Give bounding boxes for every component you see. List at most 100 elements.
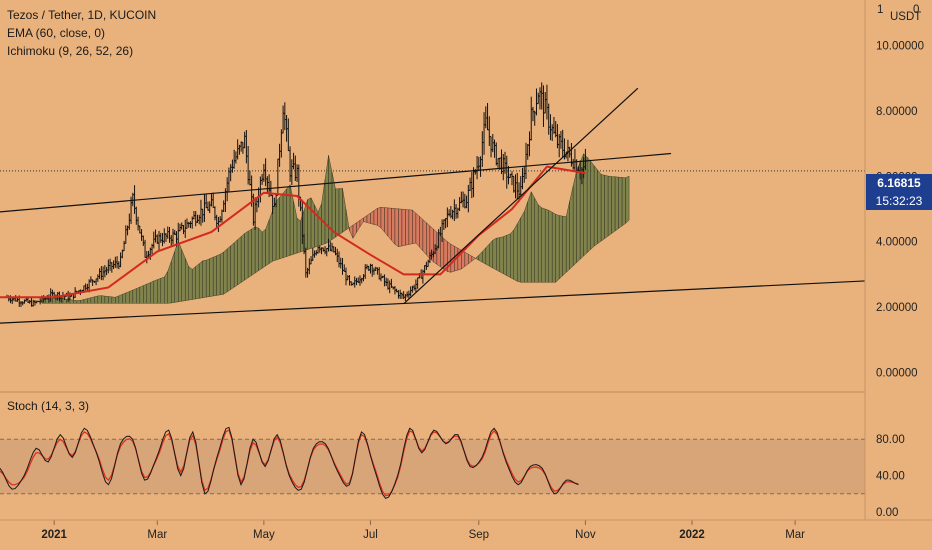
cloud-segment [219, 251, 224, 296]
cloud-segment [538, 204, 542, 283]
cloud-segment [586, 156, 591, 254]
cloud-segment [373, 207, 378, 226]
ichimoku-legend[interactable]: Ichimoku (9, 26, 52, 26) [7, 44, 134, 58]
cloud-segment [597, 169, 602, 245]
cloud-segment [394, 208, 399, 248]
cloud-segment [545, 208, 549, 283]
cloud-segment [129, 289, 134, 304]
cloud-segment [139, 285, 144, 304]
time-tick-label: May [253, 529, 275, 541]
time-tick-label: Jul [363, 529, 378, 541]
cloud-segment [261, 228, 266, 269]
cloud-segment [104, 295, 109, 304]
cloud-segment [338, 188, 343, 236]
cloud-segment [293, 201, 298, 255]
cloud-segment [475, 254, 480, 261]
time-tick-label: Sep [469, 529, 489, 541]
symbol-title[interactable]: Tezos / Tether, 1D, KUCOIN [7, 8, 157, 22]
cloud-segment [268, 210, 273, 264]
cloud-segment [552, 211, 556, 283]
stoch-tick-label: 0.00 [876, 507, 898, 519]
stoch-legend[interactable]: Stoch (14, 3, 3) [7, 397, 89, 415]
ema-line [0, 165, 586, 299]
cloud-segment [471, 255, 476, 262]
cloud-segment [296, 217, 301, 254]
cloud-segment [426, 222, 431, 260]
cloud-segment [150, 280, 154, 304]
cloud-segment [408, 209, 413, 245]
scale-marker[interactable]: 1 [877, 4, 883, 16]
stoch-band [0, 439, 865, 494]
cloud-segment [482, 247, 486, 265]
cloud-segment [181, 249, 186, 302]
cloud-segment [503, 234, 507, 276]
cloud-segment [125, 291, 130, 304]
grid [0, 170, 865, 495]
time-tick-label: Mar [147, 529, 167, 541]
cloud-segment [342, 188, 347, 233]
cloud-segment [380, 207, 385, 233]
ema-series [0, 165, 586, 299]
cloud-segment [548, 209, 553, 283]
last-price-tag: 6.16815 [866, 174, 932, 192]
cloud-segment [527, 191, 532, 283]
cloud-segment [345, 209, 350, 231]
cloud-segment [87, 297, 92, 304]
time-tick-label: 2022 [679, 529, 705, 541]
cloud-segment [73, 299, 78, 304]
cloud-segment [80, 299, 85, 304]
cloud-segment [247, 228, 252, 279]
cloud-segment [607, 175, 612, 237]
cloud-segment [496, 237, 500, 273]
cloud-segment [401, 208, 406, 247]
currency-label: USDT [890, 11, 921, 23]
cloud-segment [572, 170, 577, 267]
cloud-segment [157, 278, 161, 304]
cloud-segment [90, 296, 95, 304]
cloud-segment [531, 191, 535, 283]
cloud-segment [122, 292, 127, 304]
cloud-segment [524, 201, 528, 283]
time-tick-label: 2021 [41, 529, 67, 541]
cloud-segment [541, 207, 546, 283]
price-tick-label: 8.00000 [876, 106, 918, 118]
cloud-segment [143, 283, 147, 304]
cloud-segment [562, 215, 567, 277]
cloud-segment [136, 286, 140, 304]
cloud-segment [192, 266, 196, 300]
cloud-segment [303, 199, 308, 252]
cloud-segment [625, 175, 630, 224]
cloud-segment [275, 196, 280, 261]
cloud-segment [164, 270, 168, 304]
cloud-segment [370, 210, 375, 225]
cloud-segment [83, 298, 88, 304]
cloud-segment [101, 295, 106, 304]
cloud-segment [576, 162, 581, 264]
trendlines[interactable] [0, 87, 866, 324]
main-legend: Tezos / Tether, 1D, KUCOIN EMA (60, clos… [7, 6, 156, 60]
cloud-segment [237, 236, 242, 286]
cloud-segment [593, 165, 598, 247]
cloud-segment [115, 295, 120, 304]
cloud-segment [212, 255, 217, 297]
trendline [0, 152, 672, 213]
cloud-segment [422, 219, 427, 256]
cloud-segment [499, 236, 504, 275]
cloud-segment [178, 241, 182, 303]
cloud-segment [468, 253, 473, 265]
cloud-segment [604, 174, 609, 239]
cloud-segment [188, 266, 193, 301]
cloud-segment [111, 296, 116, 304]
cloud-segment [384, 207, 389, 237]
stoch-title: Stoch (14, 3, 3) [7, 399, 90, 413]
cloud-segment [412, 209, 417, 244]
ema-legend[interactable]: EMA (60, close, 0) [7, 26, 106, 40]
cloud-segment [510, 229, 514, 280]
cloud-segment [478, 250, 483, 263]
price-tick-label: 2.00000 [876, 302, 918, 314]
cloud-segment [244, 230, 249, 281]
cloud-segment [349, 224, 354, 239]
cloud-segment [405, 209, 410, 246]
